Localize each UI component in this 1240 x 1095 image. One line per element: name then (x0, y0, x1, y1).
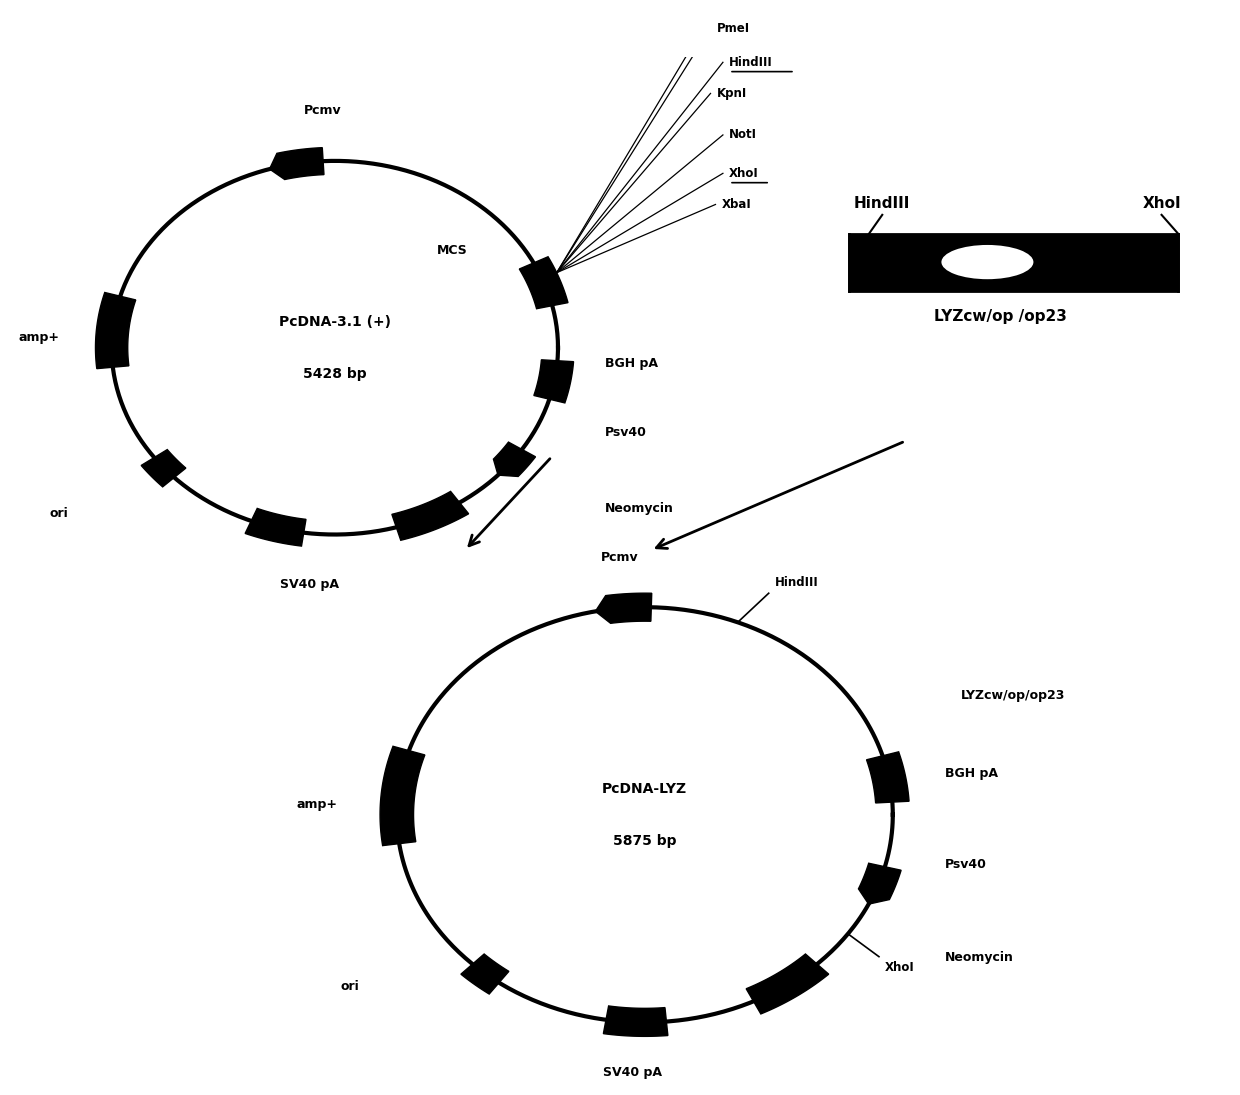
Text: 5428 bp: 5428 bp (303, 367, 367, 381)
Text: LYZcw/op/op23: LYZcw/op/op23 (961, 689, 1065, 702)
Text: PmeI: PmeI (717, 22, 750, 35)
Polygon shape (867, 752, 909, 803)
Text: Neomycin: Neomycin (945, 952, 1014, 965)
Text: PcDNA-LYZ: PcDNA-LYZ (603, 782, 687, 796)
Text: XhoI: XhoI (885, 960, 915, 973)
Text: 5875 bp: 5875 bp (613, 833, 677, 848)
Polygon shape (494, 442, 536, 476)
Polygon shape (246, 508, 306, 546)
Polygon shape (595, 593, 652, 623)
Polygon shape (461, 954, 508, 994)
Polygon shape (520, 256, 568, 309)
Text: Pcmv: Pcmv (601, 551, 639, 564)
Text: amp+: amp+ (296, 798, 337, 811)
Text: NotI: NotI (729, 128, 758, 141)
Polygon shape (381, 747, 425, 845)
Polygon shape (604, 1006, 668, 1036)
Text: HindIII: HindIII (775, 576, 818, 589)
Text: Psv40: Psv40 (605, 426, 647, 439)
Text: PcDNA-3.1 (+): PcDNA-3.1 (+) (279, 314, 391, 328)
Text: XhoI: XhoI (729, 166, 759, 180)
Text: SV40 pA: SV40 pA (603, 1065, 662, 1079)
Text: XhoI: XhoI (1142, 196, 1180, 210)
Text: ori: ori (341, 980, 360, 992)
Text: HindIII: HindIII (854, 196, 910, 210)
Polygon shape (269, 148, 324, 180)
Text: Neomycin: Neomycin (605, 503, 675, 515)
Text: BGH pA: BGH pA (945, 766, 998, 780)
Polygon shape (858, 863, 901, 904)
Text: Psv40: Psv40 (945, 858, 987, 872)
Text: BGH pA: BGH pA (605, 357, 658, 370)
Polygon shape (95, 292, 135, 369)
Ellipse shape (941, 245, 1033, 279)
Text: LYZcw/op /op23: LYZcw/op /op23 (934, 309, 1066, 324)
Polygon shape (392, 492, 469, 540)
Polygon shape (534, 360, 574, 403)
Text: XbaI: XbaI (722, 198, 751, 211)
Text: MCS: MCS (438, 244, 467, 257)
Polygon shape (141, 450, 186, 487)
Polygon shape (746, 954, 828, 1014)
Bar (849, 233, 1178, 290)
Text: SV40 pA: SV40 pA (280, 578, 340, 591)
Text: ori: ori (50, 507, 68, 520)
Text: Pcmv: Pcmv (304, 104, 341, 117)
Text: HindIII: HindIII (729, 56, 773, 69)
Text: KpnI: KpnI (717, 87, 746, 100)
Text: amp+: amp+ (19, 331, 60, 344)
Text: NheI: NheI (729, 0, 760, 1)
